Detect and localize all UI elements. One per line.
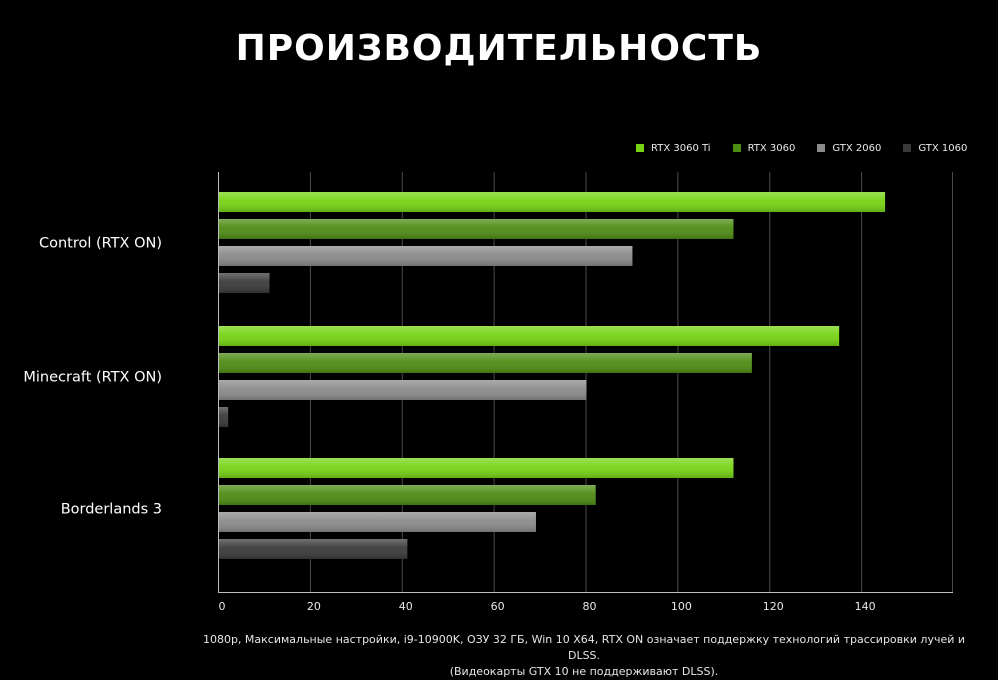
bar-highlight [219, 539, 408, 559]
legend-label-gtx-2060: GTX 2060 [832, 142, 882, 154]
bar-highlight [219, 458, 734, 478]
legend-swatch-gtx-2060 [817, 144, 826, 152]
legend-swatch-rtx-3060 [732, 144, 741, 152]
x-tick-label: 40 [399, 600, 413, 613]
x-tick-label: 120 [763, 600, 784, 613]
legend-item-rtx-3060-ti: RTX 3060 Ti [636, 143, 711, 154]
bar-highlight [219, 485, 596, 505]
x-tick-label: 20 [307, 600, 321, 613]
footnote-line-1: 1080p, Максимальные настройки, i9-10900K… [202, 633, 966, 662]
x-tick-label: 60 [491, 600, 505, 613]
legend-label-gtx-1060: GTX 1060 [918, 142, 968, 154]
category-label: Minecraft (RTX ON) [23, 370, 162, 386]
bar-highlight [219, 353, 752, 373]
footnote-line-2: (Видеокарты GTX 10 не поддерживают DLSS)… [449, 665, 719, 678]
bar-highlight [219, 326, 840, 346]
bar-highlight [219, 192, 886, 212]
bar-highlight [219, 273, 270, 293]
x-tick-label: 0 [219, 600, 226, 613]
legend: RTX 3060 Ti RTX 3060 GTX 2060 GTX 1060 [636, 141, 967, 155]
legend-item-gtx-1060: GTX 1060 [903, 143, 967, 154]
footnote: 1080p, Максимальные настройки, i9-10900K… [200, 632, 968, 680]
legend-label-rtx-3060: RTX 3060 [747, 142, 796, 154]
bar-highlight [219, 512, 536, 532]
bar-highlight [219, 246, 633, 266]
category-label: Control (RTX ON) [39, 236, 162, 252]
bar-highlight [219, 407, 229, 427]
legend-item-rtx-3060: RTX 3060 [732, 142, 796, 154]
bar-highlight [219, 380, 587, 400]
legend-swatch-rtx-3060-ti [636, 144, 644, 152]
category-label: Borderlands 3 [61, 502, 162, 518]
chart-title: ПРОИЗВОДИТЕЛЬНОСТЬ [235, 28, 763, 69]
legend-swatch-gtx-1060 [903, 144, 912, 152]
x-tick-label: 80 [583, 600, 597, 613]
x-tick-label: 140 [855, 600, 876, 613]
legend-item-gtx-2060: GTX 2060 [817, 143, 881, 154]
legend-label-rtx-3060-ti: RTX 3060 Ti [651, 142, 711, 154]
bar-highlight [219, 219, 734, 239]
x-tick-label: 100 [671, 600, 692, 613]
